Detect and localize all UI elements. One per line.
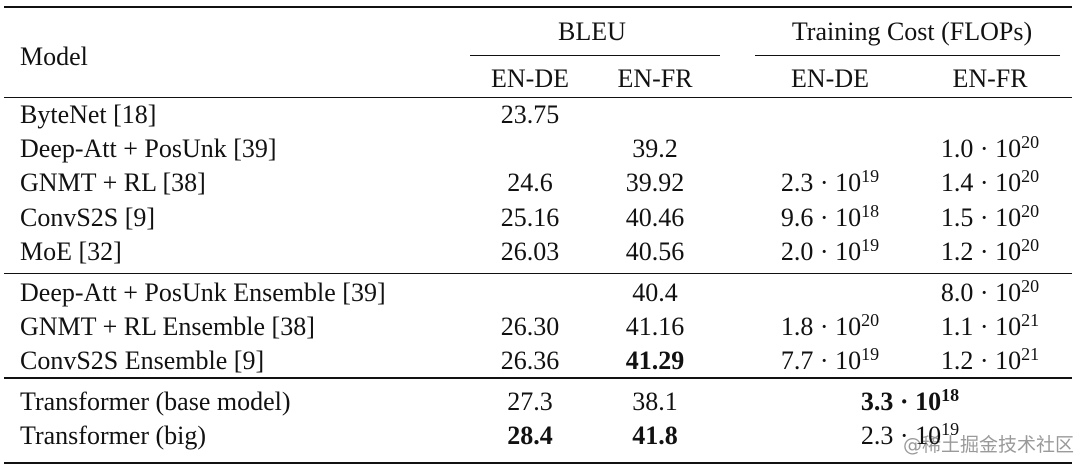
cell-exp: 20 xyxy=(1021,200,1040,221)
cell: 40.46 xyxy=(625,202,685,232)
row-model: ConvS2S [9] xyxy=(20,202,156,232)
cell: 7.7 · 1019 xyxy=(780,344,880,376)
cell-exp: 19 xyxy=(861,166,880,187)
cell-exp: 21 xyxy=(1021,344,1040,365)
header-sub: EN-DE xyxy=(791,64,869,93)
rule xyxy=(4,462,1072,464)
header-bleu: BLEU xyxy=(558,17,626,46)
cell: 39.92 xyxy=(625,168,685,198)
cell: 25.16 xyxy=(500,202,560,232)
cell: 1.2 · 1021 xyxy=(940,344,1040,376)
row-model: GNMT + RL [38] xyxy=(20,168,206,198)
cell-exp: 20 xyxy=(861,310,880,331)
cell-exp: 20 xyxy=(1021,276,1040,296)
cell-base: 7.7 · 10 xyxy=(780,346,862,376)
cell-exp: 19 xyxy=(861,344,880,365)
cell: 8.0 · 1020 xyxy=(940,276,1040,308)
cell-base: 8.0 · 10 xyxy=(940,278,1022,307)
cell: 41.29 xyxy=(626,346,685,376)
cell-base: 1.4 · 10 xyxy=(940,168,1022,198)
cell: 3.3 · 1018 xyxy=(860,385,960,417)
rule xyxy=(4,6,1072,8)
cell-base: 2.3 · 10 xyxy=(860,421,942,451)
cell-exp: 20 xyxy=(1021,132,1040,153)
row-model: Transformer (big) xyxy=(20,421,207,451)
cell: 2.3 · 1019 xyxy=(780,166,880,198)
cell-base: 1.8 · 10 xyxy=(780,312,862,342)
cell: 1.4 · 1020 xyxy=(940,166,1040,198)
cell-exp: 20 xyxy=(1021,234,1040,255)
header-sub: EN-FR xyxy=(617,64,693,93)
header-sub: EN-FR xyxy=(952,64,1028,93)
row-model: ByteNet [18] xyxy=(20,100,157,129)
cell: 1.1 · 1021 xyxy=(940,310,1040,342)
row-model: Transformer (base model) xyxy=(20,387,291,416)
cell: 9.6 · 1018 xyxy=(780,200,880,233)
cell: 1.2 · 1020 xyxy=(940,234,1040,267)
row-model: ConvS2S Ensemble [9] xyxy=(20,346,265,376)
cell-exp: 18 xyxy=(941,385,960,405)
row-model: GNMT + RL Ensemble [38] xyxy=(20,312,315,342)
cell-base: 1.2 · 10 xyxy=(940,346,1022,376)
cell: 40.4 xyxy=(632,278,678,307)
cell: 38.1 xyxy=(632,387,678,416)
cell-text: 41.8 xyxy=(632,421,678,451)
cell-base: 2.0 · 10 xyxy=(780,236,862,266)
cell-base: 1.5 · 10 xyxy=(940,202,1022,232)
cell: 26.03 xyxy=(500,236,560,266)
row-model: MoE [32] xyxy=(20,236,122,266)
cell-exp: 19 xyxy=(941,419,960,440)
header-sub: EN-DE xyxy=(491,64,569,93)
cell: 26.30 xyxy=(500,312,560,342)
rule xyxy=(4,273,1072,274)
cell: 23.75 xyxy=(500,100,560,129)
cell-base: 1.1 · 10 xyxy=(940,312,1022,342)
cell: 28.4 xyxy=(507,421,553,451)
row-model: Deep-Att + PosUnk Ensemble [39] xyxy=(20,278,386,307)
cell-exp: 19 xyxy=(861,234,880,255)
cell-text: 28.4 xyxy=(507,421,553,451)
rule xyxy=(4,377,1072,379)
watermark: @稀土掘金技术社区 xyxy=(903,434,1075,456)
cell-base: 1.2 · 10 xyxy=(940,236,1022,266)
cell-base: 2.3 · 10 xyxy=(780,168,862,198)
cell: 1.8 · 1020 xyxy=(780,310,880,342)
cell: 41.8 xyxy=(632,421,678,451)
cell: 27.3 xyxy=(507,387,553,416)
cell: 39.2 xyxy=(632,134,678,164)
cell: 41.16 xyxy=(625,312,685,342)
cell-base: 9.6 · 10 xyxy=(780,202,862,232)
cell: 2.0 · 1019 xyxy=(780,234,880,267)
cell-exp: 21 xyxy=(1021,310,1040,331)
rule xyxy=(755,55,1060,56)
cell-exp: 20 xyxy=(1021,166,1040,187)
rule xyxy=(470,55,720,56)
cell-text: 41.29 xyxy=(625,346,685,376)
cell-base: 3.3 · 10 xyxy=(860,387,942,416)
cell: 1.5 · 1020 xyxy=(940,200,1040,233)
cell: 1.0 · 1020 xyxy=(940,132,1040,164)
rule xyxy=(4,97,1072,98)
cell-base: 1.0 · 10 xyxy=(940,134,1022,164)
cell-exp: 18 xyxy=(861,200,880,221)
cell: 40.56 xyxy=(625,236,685,266)
cell: 24.6 xyxy=(507,168,553,198)
cell: 2.3 · 1019 xyxy=(860,419,960,451)
row-model: Deep-Att + PosUnk [39] xyxy=(20,134,277,164)
header-cost: Training Cost (FLOPs) xyxy=(791,17,1033,46)
header-model: Model xyxy=(20,42,88,71)
cell: 26.36 xyxy=(500,346,560,376)
